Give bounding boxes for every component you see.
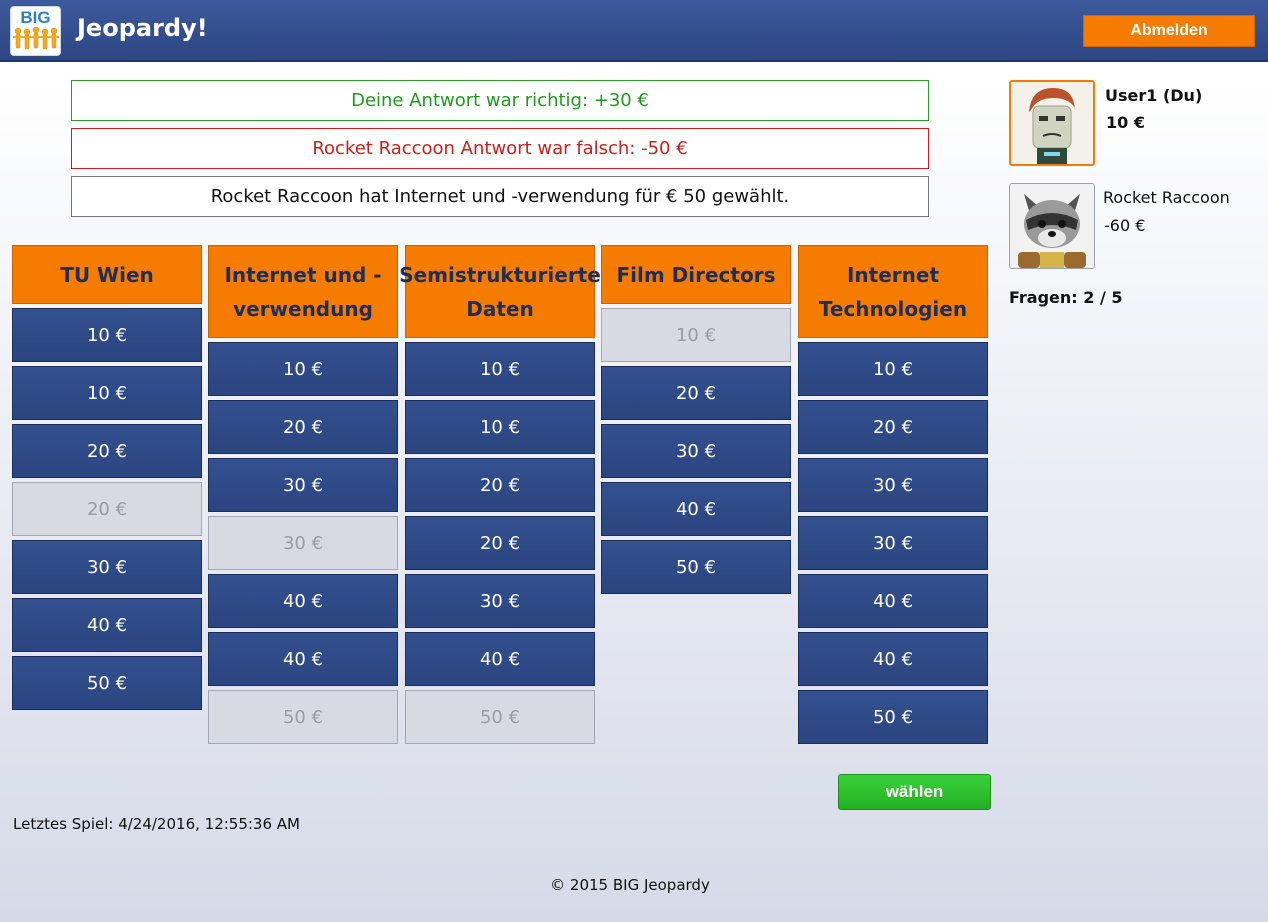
opponent-avatar bbox=[1009, 183, 1095, 269]
choice-info-message: Rocket Raccoon hat Internet und -verwend… bbox=[71, 176, 929, 217]
category-header: Internet Technologien bbox=[798, 245, 988, 338]
user-score: 10 € bbox=[1106, 113, 1145, 132]
question-button[interactable]: 10 € bbox=[405, 342, 595, 396]
category-column: TU Wien 10 €10 €20 €20 €30 €40 €50 € bbox=[12, 245, 202, 714]
question-button[interactable]: 40 € bbox=[208, 632, 398, 686]
opponent-name: Rocket Raccoon bbox=[1103, 188, 1230, 207]
question-button[interactable]: 40 € bbox=[12, 598, 202, 652]
question-button[interactable]: 30 € bbox=[208, 458, 398, 512]
logo-text: BIG bbox=[20, 8, 51, 27]
footer-copyright: © 2015 BIG Jeopardy bbox=[550, 876, 710, 894]
question-button[interactable]: 10 € bbox=[208, 342, 398, 396]
user-name: User1 (Du) bbox=[1105, 86, 1203, 105]
question-answered: 50 € bbox=[405, 690, 595, 744]
correct-answer-message: Deine Antwort war richtig: +30 € bbox=[71, 80, 929, 121]
question-button[interactable]: 20 € bbox=[601, 366, 791, 420]
question-button[interactable]: 10 € bbox=[12, 308, 202, 362]
question-button[interactable]: 30 € bbox=[798, 516, 988, 570]
question-button[interactable]: 50 € bbox=[12, 656, 202, 710]
question-button[interactable]: 30 € bbox=[12, 540, 202, 594]
category-header: TU Wien bbox=[12, 245, 202, 304]
question-button[interactable]: 30 € bbox=[798, 458, 988, 512]
question-button[interactable]: 10 € bbox=[798, 342, 988, 396]
big-logo: BIG bbox=[10, 6, 61, 56]
question-answered: 50 € bbox=[208, 690, 398, 744]
question-button[interactable]: 30 € bbox=[601, 424, 791, 478]
question-button[interactable]: 50 € bbox=[601, 540, 791, 594]
last-game-info: Letztes Spiel: 4/24/2016, 12:55:36 AM bbox=[13, 815, 300, 833]
question-button[interactable]: 40 € bbox=[601, 482, 791, 536]
question-answered: 20 € bbox=[12, 482, 202, 536]
question-button[interactable]: 10 € bbox=[12, 366, 202, 420]
opponent-score: -60 € bbox=[1104, 216, 1146, 235]
choose-button[interactable]: wählen bbox=[838, 774, 991, 810]
category-header: Internet und -verwendung bbox=[208, 245, 398, 338]
category-column: Film Directors 10 €20 €30 €40 €50 € bbox=[601, 245, 791, 598]
question-button[interactable]: 40 € bbox=[405, 632, 595, 686]
category-header: Film Directors bbox=[601, 245, 791, 304]
question-button[interactable]: 20 € bbox=[208, 400, 398, 454]
question-button[interactable]: 20 € bbox=[798, 400, 988, 454]
top-bar: BIG Jeopardy! Abmelden bbox=[0, 0, 1268, 62]
category-column: Internet und -verwendung 10 €20 €30 €30 €… bbox=[208, 245, 398, 748]
category-column: Semistrukturierte Daten 10 €10 €20 €20 €3… bbox=[399, 245, 601, 748]
question-answered: 10 € bbox=[601, 308, 791, 362]
lego-face-icon bbox=[1011, 82, 1093, 164]
app-title: Jeopardy! bbox=[77, 14, 208, 42]
category-header: Semistrukturierte Daten bbox=[399, 245, 601, 338]
question-button[interactable]: 20 € bbox=[405, 516, 595, 570]
questions-progress: Fragen: 2 / 5 bbox=[1009, 288, 1123, 307]
question-answered: 30 € bbox=[208, 516, 398, 570]
question-button[interactable]: 40 € bbox=[798, 632, 988, 686]
question-button[interactable]: 40 € bbox=[208, 574, 398, 628]
user-avatar bbox=[1009, 80, 1095, 166]
question-button[interactable]: 30 € bbox=[405, 574, 595, 628]
wrong-answer-message: Rocket Raccoon Antwort war falsch: -50 € bbox=[71, 128, 929, 169]
category-column: Internet Technologien 10 €20 €30 €30 €40 … bbox=[798, 245, 988, 748]
question-button[interactable]: 20 € bbox=[405, 458, 595, 512]
people-logo-icon bbox=[13, 27, 59, 50]
question-button[interactable]: 40 € bbox=[798, 574, 988, 628]
logout-button[interactable]: Abmelden bbox=[1083, 15, 1255, 47]
question-button[interactable]: 10 € bbox=[405, 400, 595, 454]
question-button[interactable]: 20 € bbox=[12, 424, 202, 478]
question-button[interactable]: 50 € bbox=[798, 690, 988, 744]
raccoon-icon bbox=[1010, 184, 1094, 268]
